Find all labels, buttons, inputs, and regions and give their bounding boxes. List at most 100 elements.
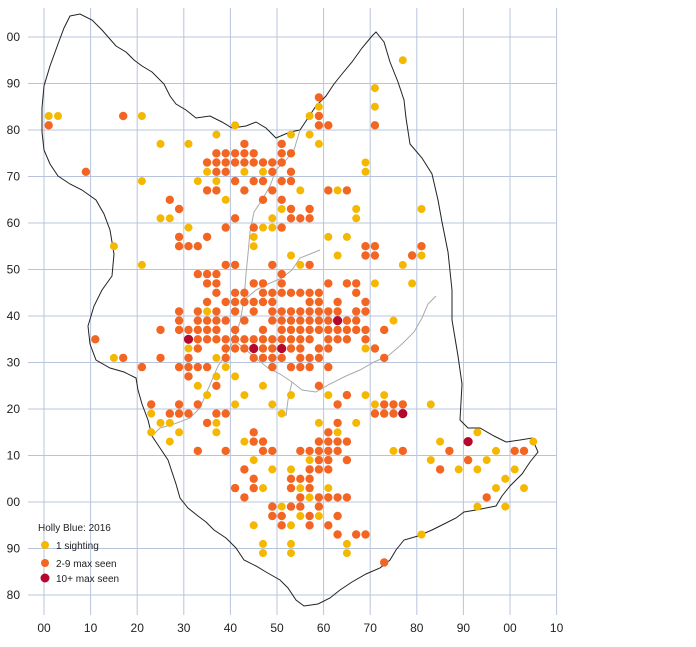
- sighting-point-few: [240, 335, 249, 344]
- y-tick-label: 20: [7, 402, 21, 416]
- sighting-point-few: [268, 186, 277, 195]
- sighting-point-few: [314, 325, 324, 335]
- sighting-point-few: [193, 400, 202, 409]
- sighting-point-few: [268, 260, 277, 270]
- legend-label-few: 2-9 max seen: [56, 559, 117, 570]
- sighting-point-one: [156, 214, 165, 223]
- sighting-point-few: [268, 316, 277, 325]
- sighting-point-few: [305, 362, 314, 372]
- sighting-point-one: [231, 372, 240, 381]
- sighting-point-one: [389, 316, 398, 325]
- sighting-point-few: [249, 158, 258, 167]
- sighting-point-few: [314, 111, 324, 121]
- sighting-point-few: [193, 242, 202, 251]
- sighting-point-few: [333, 325, 342, 335]
- sighting-point-few: [370, 251, 380, 260]
- sighting-point-one: [492, 446, 500, 455]
- x-tick-label: 00: [37, 621, 51, 635]
- sighting-point-few: [258, 288, 268, 297]
- sighting-point-few: [240, 344, 249, 353]
- sighting-point-few: [193, 335, 202, 344]
- sighting-point-few: [258, 353, 268, 363]
- sighting-point-few: [268, 344, 277, 353]
- legend: Holly Blue: 2016 1 sighting 2-9 max seen…: [38, 523, 119, 585]
- sighting-point-few: [286, 167, 296, 176]
- sighting-point-few: [510, 446, 519, 456]
- sighting-point-few: [230, 297, 240, 307]
- sighting-point-one: [165, 437, 174, 446]
- sighting-point-few: [212, 409, 221, 418]
- sighting-point-few: [361, 335, 370, 344]
- sighting-point-few: [286, 502, 296, 511]
- sighting-point-one: [203, 391, 212, 400]
- sighting-point-one: [520, 484, 528, 493]
- sighting-point-few: [119, 111, 128, 121]
- sighting-point-few: [445, 446, 454, 456]
- sighting-point-one: [361, 158, 370, 167]
- sighting-point-few: [296, 344, 305, 353]
- sighting-point-one: [277, 409, 286, 418]
- sighting-point-few: [268, 362, 277, 372]
- sighting-point-few: [202, 335, 212, 344]
- sighting-point-few: [258, 195, 268, 204]
- sighting-point-few: [286, 325, 296, 335]
- sighting-point-few: [305, 297, 314, 307]
- sighting-point-few: [202, 297, 212, 307]
- sighting-point-few: [221, 167, 230, 176]
- sighting-point-few: [268, 158, 277, 167]
- sighting-point-few: [212, 381, 221, 390]
- sighting-point-one: [436, 437, 445, 446]
- sighting-point-few: [258, 325, 268, 335]
- sighting-point-one: [287, 391, 295, 400]
- sighting-point-one: [333, 251, 342, 260]
- sighting-point-few: [230, 214, 240, 223]
- sighting-point-few: [240, 158, 249, 167]
- sighting-point-few: [277, 325, 286, 335]
- sighting-point-few: [305, 446, 314, 456]
- sighting-point-few: [240, 493, 249, 502]
- sighting-point-few: [296, 316, 305, 325]
- sighting-point-few: [184, 242, 193, 251]
- sighting-point-few: [240, 288, 249, 297]
- sighting-point-few: [333, 530, 342, 539]
- sighting-point-few: [174, 362, 184, 372]
- legend-title: Holly Blue: 2016: [38, 523, 111, 534]
- sighting-point-few: [174, 316, 184, 325]
- sighting-point-few: [240, 149, 249, 158]
- sighting-point-one: [249, 232, 258, 241]
- sighting-point-few: [305, 521, 314, 530]
- sighting-point-few: [389, 409, 398, 418]
- sighting-point-one: [296, 260, 305, 269]
- sighting-point-few: [296, 362, 305, 372]
- sighting-point-few: [286, 149, 296, 158]
- sighting-point-few: [380, 400, 389, 409]
- sighting-point-few: [305, 288, 314, 297]
- sighting-point-one: [268, 223, 277, 232]
- sighting-point-few: [324, 493, 333, 502]
- sighting-point-few: [174, 325, 184, 335]
- sighting-point-one: [203, 307, 212, 316]
- sighting-point-few: [268, 288, 277, 297]
- sighting-point-few: [296, 353, 305, 363]
- sighting-point-few: [249, 474, 258, 483]
- sighting-point-one: [212, 418, 221, 427]
- sighting-point-few: [296, 307, 305, 316]
- sighting-point-few: [324, 279, 333, 288]
- sighting-point-few: [324, 521, 333, 530]
- sighting-point-few: [221, 344, 230, 353]
- sighting-point-few: [333, 493, 342, 502]
- sighting-point-one: [259, 381, 267, 390]
- sighting-point-few: [240, 186, 249, 195]
- sighting-point-one: [287, 549, 295, 558]
- y-tick-label: 80: [7, 588, 21, 602]
- x-tick-label: 20: [131, 621, 145, 635]
- sighting-point-few: [398, 446, 407, 456]
- sighting-point-few: [342, 316, 352, 325]
- sighting-point-few: [156, 353, 165, 363]
- sighting-point-one: [305, 456, 314, 465]
- sighting-point-few: [221, 409, 230, 418]
- sighting-point-few: [286, 316, 296, 325]
- sighting-point-few: [277, 279, 286, 288]
- sighting-point-few: [202, 418, 212, 428]
- y-tick-label: 60: [7, 216, 21, 230]
